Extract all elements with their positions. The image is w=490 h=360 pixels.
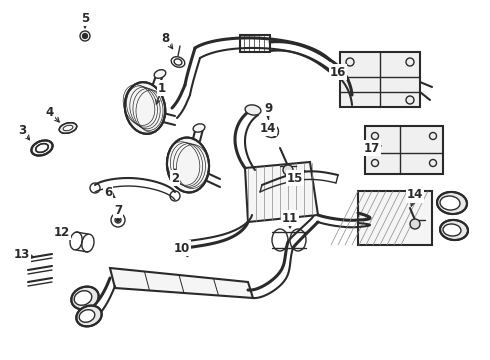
Circle shape: [410, 219, 420, 229]
Text: 11: 11: [282, 211, 298, 225]
Ellipse shape: [125, 82, 165, 134]
Ellipse shape: [437, 192, 467, 214]
Text: 15: 15: [287, 171, 303, 184]
Ellipse shape: [63, 125, 73, 131]
Polygon shape: [110, 268, 253, 298]
Ellipse shape: [31, 140, 52, 156]
Text: 2: 2: [171, 171, 179, 184]
Text: 6: 6: [104, 185, 112, 198]
Text: 14: 14: [407, 189, 423, 202]
Text: 4: 4: [46, 105, 54, 118]
Text: 1: 1: [158, 81, 166, 94]
Circle shape: [283, 165, 293, 175]
Text: 16: 16: [330, 66, 346, 78]
FancyBboxPatch shape: [365, 126, 443, 174]
Circle shape: [117, 219, 120, 221]
Polygon shape: [358, 191, 432, 245]
Text: 7: 7: [114, 203, 122, 216]
Text: 9: 9: [264, 102, 272, 114]
Text: 5: 5: [81, 12, 89, 24]
Ellipse shape: [440, 196, 460, 210]
Ellipse shape: [79, 310, 95, 322]
Polygon shape: [245, 162, 318, 222]
FancyBboxPatch shape: [340, 52, 420, 107]
Ellipse shape: [76, 306, 102, 327]
Text: 12: 12: [54, 225, 70, 238]
Text: 3: 3: [18, 123, 26, 136]
Ellipse shape: [154, 70, 166, 78]
Ellipse shape: [167, 138, 209, 193]
Text: 10: 10: [174, 242, 190, 255]
Ellipse shape: [74, 291, 92, 305]
Ellipse shape: [440, 220, 468, 240]
Ellipse shape: [245, 105, 261, 115]
Text: 8: 8: [161, 31, 169, 45]
Text: 13: 13: [14, 248, 30, 261]
Text: 14: 14: [260, 122, 276, 135]
Ellipse shape: [443, 224, 461, 236]
Text: 17: 17: [364, 141, 380, 154]
Ellipse shape: [59, 123, 77, 133]
Ellipse shape: [72, 287, 98, 309]
Circle shape: [82, 33, 88, 39]
Ellipse shape: [193, 124, 205, 132]
Ellipse shape: [36, 144, 48, 152]
